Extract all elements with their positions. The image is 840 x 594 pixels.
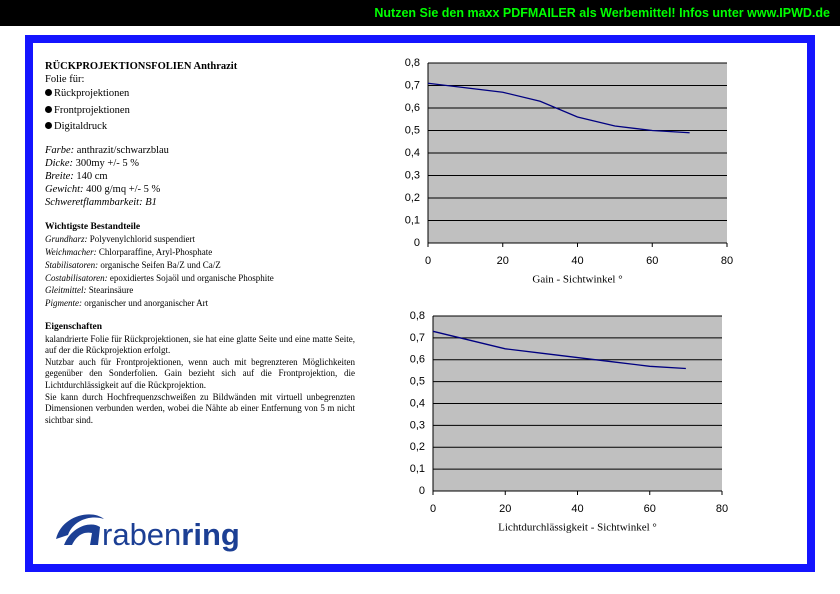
y-tick-label: 0,3 — [405, 169, 420, 181]
logo-part: ring — [181, 517, 240, 552]
bullet-list: Rückprojektionen Frontprojektionen Digit… — [45, 88, 355, 134]
ingredient-label: Grundharz: — [45, 234, 88, 245]
y-tick-label: 0,2 — [405, 192, 420, 204]
bullet: Rückprojektionen — [45, 88, 355, 101]
ingredient: Weichmacher: Chlorparaffine, Aryl-Phosph… — [45, 246, 355, 259]
y-tick-label: 0,2 — [410, 441, 425, 453]
y-tick-label: 0,1 — [405, 214, 420, 226]
paragraph: kalandrierte Folie für Rückprojektionen,… — [45, 333, 355, 356]
y-tick-label: 0 — [419, 485, 425, 497]
paragraph: Sie kann durch Hochfrequenzschweißen zu … — [45, 391, 355, 425]
property-label: Breite: — [45, 170, 74, 182]
x-tick-label: 80 — [716, 503, 728, 515]
property: Schweretflammbarkeit: B1 — [45, 196, 355, 209]
ingredient: Gleitmittel: Stearinsäure — [45, 284, 355, 297]
ingredient: Grundharz: Polyvenylchlorid suspendiert — [45, 233, 355, 246]
property: Gewicht: 400 g/mq +/- 5 % — [45, 183, 355, 196]
property: Breite: 140 cm — [45, 170, 355, 183]
y-tick-label: 0,4 — [410, 397, 425, 409]
logo-swoosh — [56, 514, 104, 539]
y-tick-label: 0,5 — [405, 124, 420, 136]
x-tick-label: 40 — [571, 503, 583, 515]
ingredient-label: Stabilisatoren: — [45, 259, 99, 270]
x-tick-label: 80 — [721, 255, 733, 267]
heading: Wichtigste Bestandteile — [45, 221, 141, 232]
ingredient-label: Costabilisatoren: — [45, 272, 108, 283]
ingredient: Stabilisatoren: organische Seifen Ba/Z u… — [45, 259, 355, 272]
y-tick-label: 0,3 — [410, 419, 425, 431]
data-line — [427, 82, 690, 134]
heading: Eigenschaften — [45, 322, 102, 333]
paragraph: Nutzbar auch für Frontprojektionen, wenn… — [45, 356, 355, 391]
frame — [25, 35, 815, 572]
properties: Farbe: anthrazit/schwarzblau Dicke: 300my… — [45, 144, 355, 209]
y-tick-label: 0 — [414, 237, 420, 249]
ingredient-value: Stearinsäure — [88, 285, 134, 296]
property: Farbe: anthrazit/schwarzblau — [45, 144, 355, 157]
property-label: Schweretflammbarkeit: — [45, 196, 143, 208]
y-tick-label: 0,1 — [410, 463, 425, 475]
property: Dicke: 300my +/- 5 % — [45, 157, 355, 170]
ingredient-value: organische Seifen Ba/Z und Ca/Z — [100, 259, 221, 270]
x-tick-label: 20 — [499, 503, 511, 515]
x-tick-label: 60 — [644, 503, 656, 515]
bullet: Frontprojektionen — [45, 105, 355, 118]
x-tick-label: 60 — [646, 255, 658, 267]
x-tick-label: 20 — [497, 255, 509, 267]
banner[interactable]: Nutzen Sie den maxx PDFMAILER als Werbem… — [0, 0, 840, 26]
x-axis-label: Gain - Sichtwinkel ° — [532, 274, 622, 286]
x-tick-label: 0 — [425, 255, 431, 267]
property-value: 140 cm — [76, 170, 108, 182]
subtitle: Folie für: — [45, 73, 85, 85]
y-tick-label: 0,6 — [405, 102, 420, 114]
properties-text: Eigenschaften kalandrierte Folie für Rüc… — [45, 322, 355, 426]
description: RÜCKPROJEKTIONSFOLIEN Anthrazit Folie fü… — [45, 61, 355, 426]
property-value: 300my +/- 5 % — [75, 157, 139, 169]
ingredient-label: Weichmacher: — [45, 247, 97, 258]
ingredient-value: Polyvenylchlorid suspendiert — [89, 234, 196, 245]
property-label: Gewicht: — [45, 183, 84, 195]
ingredient-label: Gleitmittel: — [45, 285, 87, 296]
logo-part: raben — [102, 517, 181, 552]
y-tick-label: 0,7 — [410, 332, 425, 344]
y-tick-label: 0,8 — [410, 310, 425, 322]
property-value: 400 g/mq +/- 5 % — [86, 183, 161, 195]
x-axis-label: Lichtdurchlässigkeit - Sichtwinkel ° — [498, 522, 657, 534]
property-value: B1 — [145, 196, 157, 208]
y-tick-label: 0,7 — [405, 79, 420, 91]
ingredient-value: organischer und anorganischer Art — [84, 298, 209, 309]
y-tick-label: 0,8 — [405, 57, 420, 69]
ingredient-value: Chlorparaffine, Aryl-Phosphate — [98, 247, 213, 258]
ingredient: Costabilisatoren: epoxidiertes Sojaöl un… — [45, 272, 355, 285]
property-label: Dicke: — [45, 157, 73, 169]
property-value: anthrazit/schwarzblau — [76, 144, 169, 156]
logo: rabenring — [56, 514, 240, 552]
ingredients: Wichtigste Bestandteile Grundharz: Polyv… — [45, 221, 355, 311]
data-line — [432, 330, 686, 370]
property-label: Farbe: — [45, 144, 75, 156]
y-tick-label: 0,6 — [410, 354, 425, 366]
bullet: Digitaldruck — [45, 121, 355, 134]
ingredient-value: epoxidiertes Sojaöl und organische Phosp… — [109, 272, 274, 283]
logo-text: rabenring — [102, 517, 240, 552]
y-tick-label: 0,5 — [410, 376, 425, 388]
ingredient: Pigmente: organischer und anorganischer … — [45, 297, 355, 310]
y-tick-label: 0,4 — [405, 147, 420, 159]
x-tick-label: 40 — [571, 255, 583, 267]
x-tick-label: 0 — [430, 503, 436, 515]
title: RÜCKPROJEKTIONSFOLIEN Anthrazit — [45, 61, 238, 72]
logo-mark — [64, 524, 100, 545]
ingredient-label: Pigmente: — [45, 298, 82, 309]
